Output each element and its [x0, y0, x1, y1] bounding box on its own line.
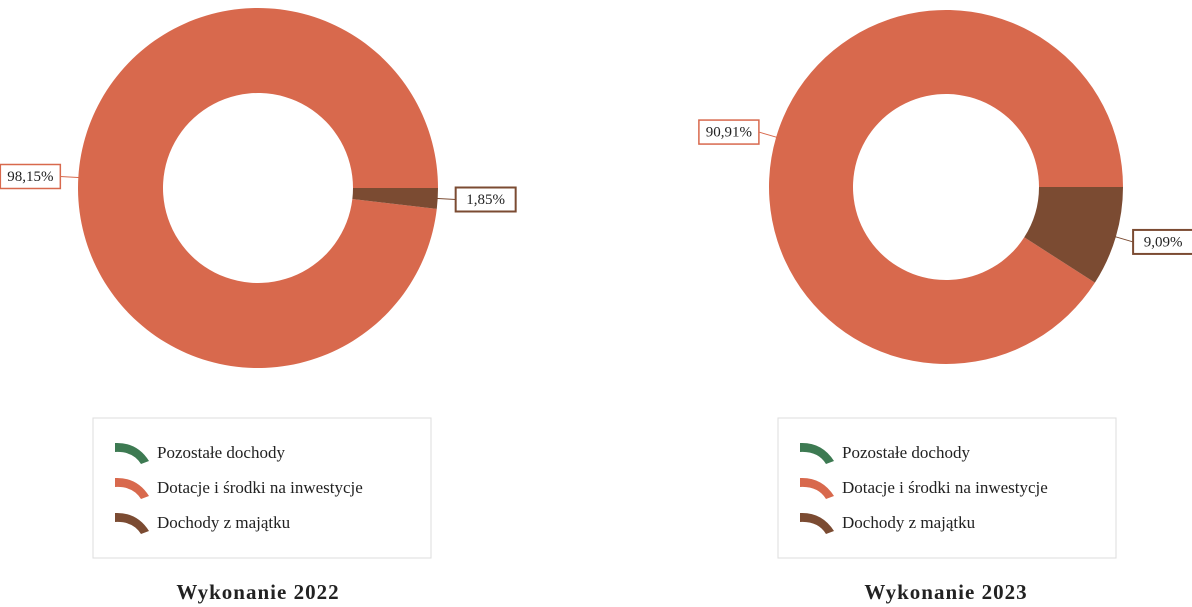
- legend-label: Dotacje i środki na inwestycje: [842, 478, 1048, 497]
- legend-label: Dochody z majątku: [157, 513, 291, 532]
- legend-icon: [115, 512, 149, 534]
- leader-line: [60, 175, 81, 179]
- chart-title: Wykonanie 2023: [864, 580, 1027, 604]
- label-box: [0, 163, 62, 190]
- legend-icon: [800, 442, 834, 464]
- label-box: [454, 186, 517, 213]
- legend-label: Dochody z majątku: [842, 513, 976, 532]
- data-label: 9,09%: [1144, 234, 1183, 250]
- label-box: [1132, 228, 1192, 255]
- legend-label: Dotacje i środki na inwestycje: [157, 478, 363, 497]
- legend-icon: [115, 442, 149, 464]
- legend-icon: [115, 477, 149, 499]
- data-label: 1,85%: [466, 192, 505, 208]
- data-label: 98,15%: [7, 169, 53, 185]
- legend-box: [777, 417, 1117, 559]
- donut-slice: [78, 7, 438, 368]
- legend-icon: [800, 477, 834, 499]
- legend-icon: [800, 512, 834, 534]
- donut-slice: [769, 10, 1123, 365]
- donut-slice: [352, 188, 438, 209]
- leader-line: [435, 197, 456, 201]
- data-label: 90,91%: [706, 125, 752, 141]
- legend-label: Pozostałe dochody: [842, 443, 970, 462]
- chart-title: Wykonanie 2022: [176, 580, 339, 604]
- leader-line: [758, 131, 779, 139]
- label-box: [698, 119, 760, 145]
- leader-line: [1113, 235, 1134, 243]
- legend-box: [92, 417, 432, 559]
- legend-label: Pozostałe dochody: [157, 443, 285, 462]
- donut-slice: [1024, 187, 1123, 283]
